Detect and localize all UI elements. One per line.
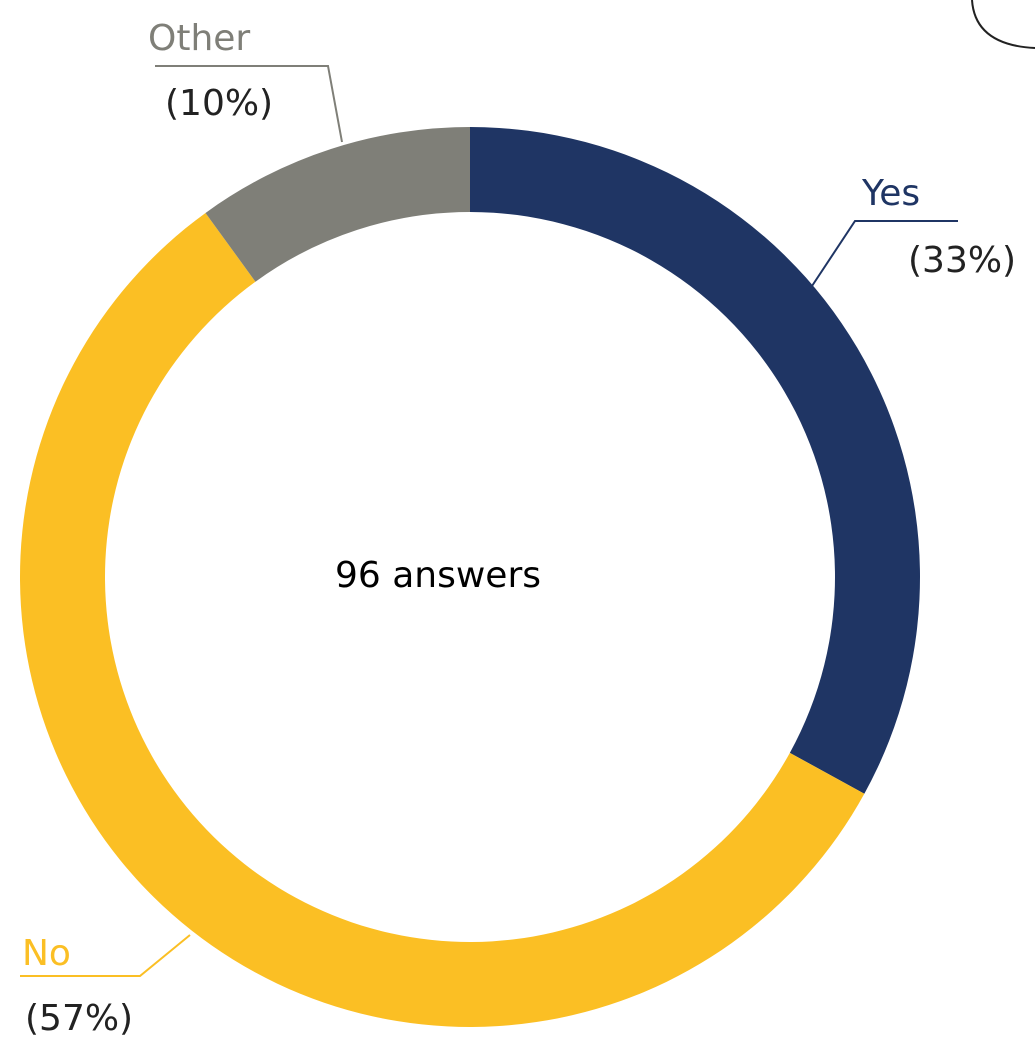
center-text: 96 answers — [335, 555, 541, 596]
slice — [205, 127, 470, 282]
slice-label: Other — [148, 18, 250, 59]
leader-line — [811, 220, 958, 287]
value-label: (57%) — [25, 998, 133, 1039]
slice-label: Yes — [861, 173, 920, 214]
value-label: (10%) — [165, 83, 273, 124]
value-label: (33%) — [908, 240, 1016, 281]
leader-line — [155, 65, 343, 143]
slice-label: No — [22, 933, 71, 974]
leader-line — [20, 934, 191, 977]
slice — [20, 212, 865, 1027]
decoration-arc — [971, 0, 1035, 49]
slice — [470, 127, 920, 794]
donut — [20, 127, 920, 1027]
